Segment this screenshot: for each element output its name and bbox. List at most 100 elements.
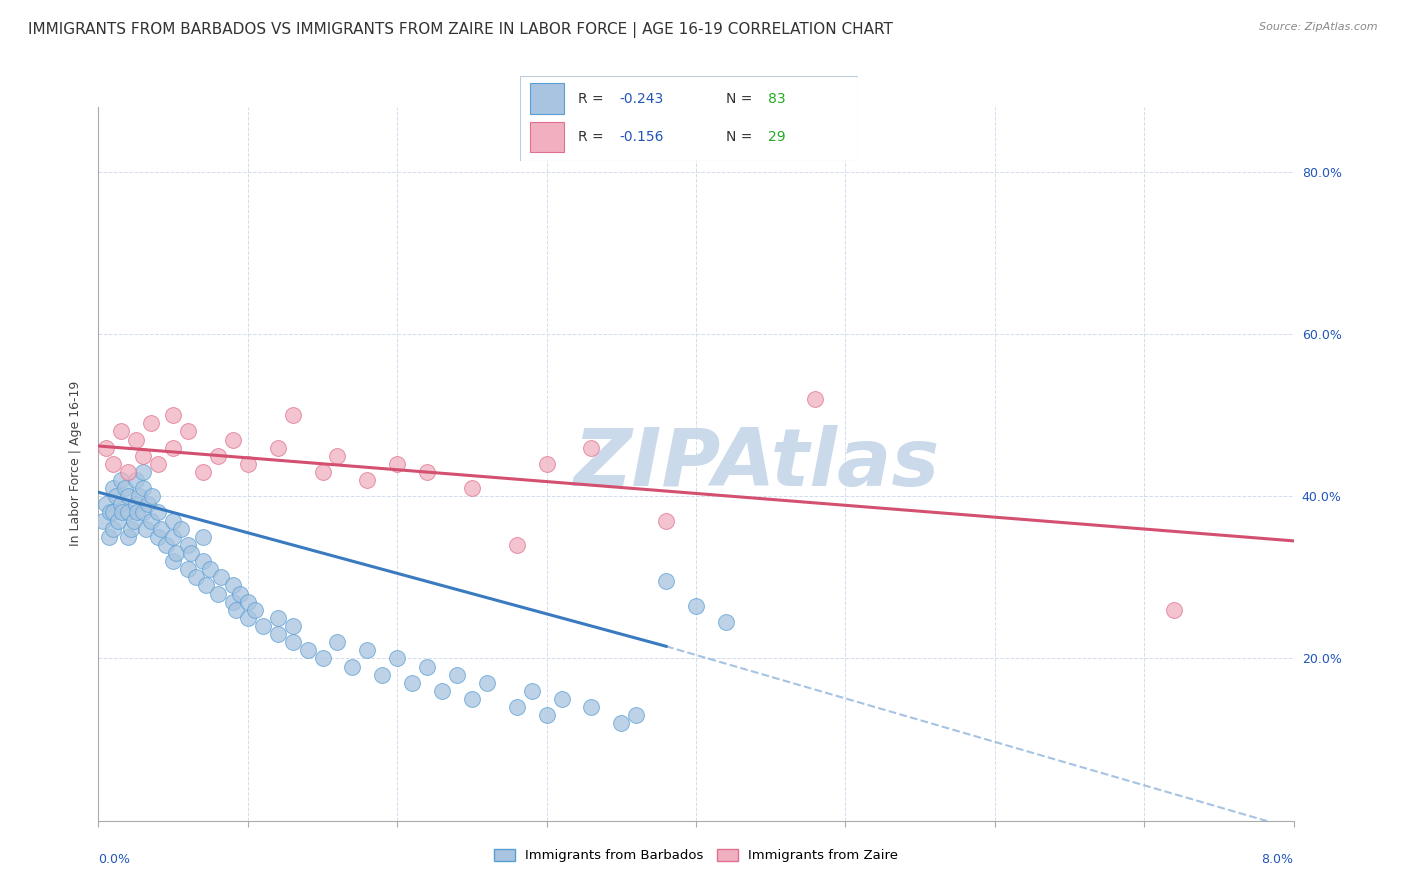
Point	[120, 522, 142, 536]
Text: ZIPAtlas: ZIPAtlas	[572, 425, 939, 503]
Point	[311, 651, 333, 665]
Point	[252, 619, 274, 633]
Point	[132, 465, 155, 479]
Point	[520, 684, 543, 698]
Point	[117, 489, 139, 503]
Legend: Immigrants from Barbados, Immigrants from Zaire: Immigrants from Barbados, Immigrants fro…	[488, 844, 904, 868]
Point	[110, 473, 132, 487]
Y-axis label: In Labor Force | Age 16-19: In Labor Force | Age 16-19	[69, 381, 83, 547]
Point	[475, 675, 498, 690]
Point	[111, 506, 134, 520]
Point	[103, 506, 125, 520]
Point	[804, 392, 827, 406]
Point	[236, 457, 259, 471]
Point	[94, 497, 117, 511]
Point	[114, 481, 136, 495]
Point	[180, 546, 202, 560]
Point	[136, 497, 159, 511]
Point	[148, 530, 170, 544]
Point	[169, 522, 191, 536]
Text: 8.0%: 8.0%	[1261, 853, 1294, 866]
Point	[125, 433, 148, 447]
Point	[98, 506, 122, 520]
Point	[107, 514, 129, 528]
Point	[536, 708, 558, 723]
Text: Source: ZipAtlas.com: Source: ZipAtlas.com	[1260, 22, 1378, 32]
Point	[128, 489, 150, 503]
Point	[401, 675, 423, 690]
Point	[97, 530, 120, 544]
Point	[139, 417, 162, 431]
Point	[356, 473, 378, 487]
Point	[326, 449, 349, 463]
Point	[162, 554, 184, 568]
Point	[506, 538, 529, 552]
Point	[385, 651, 409, 665]
Point	[110, 425, 132, 439]
Point	[430, 684, 453, 698]
Point	[207, 586, 229, 600]
Point	[94, 441, 117, 455]
Point	[191, 554, 214, 568]
Point	[139, 514, 162, 528]
Point	[162, 514, 184, 528]
Text: -0.243: -0.243	[620, 92, 664, 105]
Point	[225, 603, 247, 617]
Point	[177, 538, 200, 552]
Text: 0.0%: 0.0%	[98, 853, 131, 866]
Point	[267, 627, 290, 641]
Point	[229, 586, 252, 600]
Text: R =: R =	[578, 92, 607, 105]
Point	[177, 562, 200, 576]
Point	[416, 659, 439, 673]
Point	[222, 595, 245, 609]
FancyBboxPatch shape	[520, 76, 858, 161]
Point	[162, 530, 184, 544]
Point	[162, 408, 184, 422]
Point	[416, 465, 439, 479]
Point	[148, 457, 170, 471]
Point	[207, 449, 229, 463]
Text: N =: N =	[725, 130, 756, 144]
Point	[162, 441, 184, 455]
Point	[135, 522, 157, 536]
Point	[177, 425, 200, 439]
Point	[371, 667, 394, 681]
Text: 83: 83	[768, 92, 786, 105]
Point	[125, 497, 148, 511]
Point	[236, 595, 259, 609]
Point	[1163, 603, 1185, 617]
Point	[117, 506, 139, 520]
Point	[267, 611, 290, 625]
Point	[236, 611, 259, 625]
Point	[297, 643, 319, 657]
Point	[461, 481, 484, 495]
Point	[184, 570, 207, 584]
Point	[461, 692, 484, 706]
Point	[506, 700, 529, 714]
Point	[581, 441, 603, 455]
Point	[105, 489, 128, 503]
Point	[267, 441, 290, 455]
Point	[150, 522, 173, 536]
Text: IMMIGRANTS FROM BARBADOS VS IMMIGRANTS FROM ZAIRE IN LABOR FORCE | AGE 16-19 COR: IMMIGRANTS FROM BARBADOS VS IMMIGRANTS F…	[28, 22, 893, 38]
Point	[200, 562, 222, 576]
Point	[281, 408, 304, 422]
Point	[536, 457, 558, 471]
Point	[311, 465, 333, 479]
FancyBboxPatch shape	[530, 121, 564, 152]
Point	[194, 578, 218, 592]
Point	[110, 497, 132, 511]
Point	[222, 578, 245, 592]
Point	[127, 506, 149, 520]
Point	[624, 708, 647, 723]
Point	[581, 700, 603, 714]
Point	[132, 449, 155, 463]
Point	[125, 473, 148, 487]
Point	[222, 433, 245, 447]
Text: R =: R =	[578, 130, 607, 144]
Point	[103, 457, 125, 471]
Point	[191, 530, 214, 544]
Point	[165, 546, 187, 560]
Point	[148, 506, 170, 520]
